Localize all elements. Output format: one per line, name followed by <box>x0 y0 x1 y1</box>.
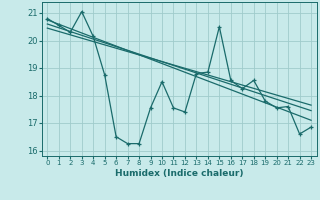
X-axis label: Humidex (Indice chaleur): Humidex (Indice chaleur) <box>115 169 244 178</box>
